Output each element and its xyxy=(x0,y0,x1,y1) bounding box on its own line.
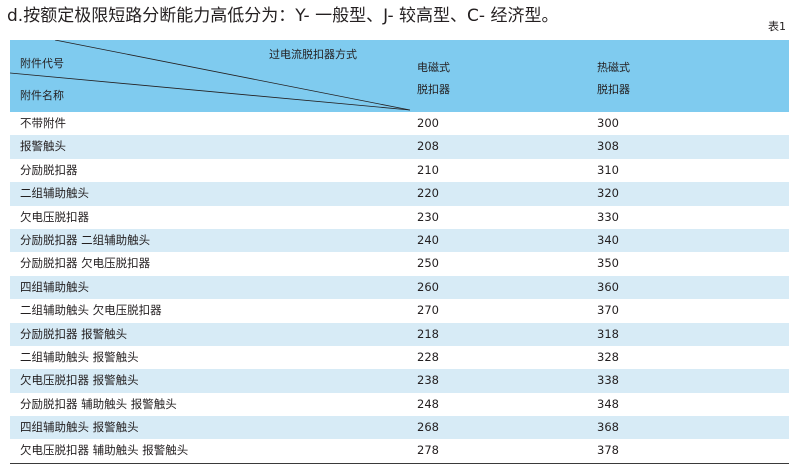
table-row: 欠电压脱扣器 230 330 xyxy=(10,205,789,229)
table-row: 不带附件 200 300 xyxy=(10,112,789,136)
table-body: 不带附件 200 300 报警触头 208 308 分励脱扣器 210 310 二组辅助触头… xyxy=(10,112,789,463)
diagonal-line-upper xyxy=(54,40,411,111)
accessory-code-table: 过电流脱扣器方式 附件代号 附件名称 电磁式 脱扣器 热磁式 脱扣器 不带附件 2… xyxy=(10,40,789,464)
accessory-name: 欠电压脱扣器 xyxy=(20,209,89,224)
electromagnetic-code: 210 xyxy=(417,162,439,177)
thermomagnetic-code: 378 xyxy=(597,443,619,458)
table-row: 四组辅助触头 260 360 xyxy=(10,275,789,300)
accessory-name: 分励脱扣器 二组辅助触头 xyxy=(20,232,151,247)
electromagnetic-code: 250 xyxy=(417,256,439,271)
electromagnetic-code: 218 xyxy=(417,326,439,341)
header-thermomagnetic-column: 热磁式 脱扣器 xyxy=(597,57,630,101)
accessory-name: 分励脱扣器 报警触头 xyxy=(20,326,128,341)
accessory-name: 不带附件 xyxy=(20,116,66,130)
thermomagnetic-code: 368 xyxy=(597,420,619,435)
thermomagnetic-code: 370 xyxy=(597,303,619,318)
table-row: 欠电压脱扣器 辅助触头 报警触头 278 378 xyxy=(10,439,789,463)
electromagnetic-code: 200 xyxy=(417,116,439,130)
accessory-name: 二组辅助触头 报警触头 xyxy=(20,349,139,364)
electromagnetic-code: 220 xyxy=(417,186,439,201)
accessory-name: 欠电压脱扣器 报警触头 xyxy=(20,373,139,388)
header-col1-line2: 脱扣器 xyxy=(417,83,450,96)
thermomagnetic-code: 340 xyxy=(597,232,619,247)
accessory-name: 欠电压脱扣器 辅助触头 报警触头 xyxy=(20,443,189,458)
electromagnetic-code: 248 xyxy=(417,396,439,411)
header-name-label: 附件名称 xyxy=(20,89,64,102)
table-row: 分励脱扣器 210 310 xyxy=(10,158,789,183)
table-row: 二组辅助触头 220 320 xyxy=(10,182,789,206)
electromagnetic-code: 278 xyxy=(417,443,439,458)
thermomagnetic-code: 328 xyxy=(597,349,619,364)
accessory-name: 分励脱扣器 欠电压脱扣器 xyxy=(20,256,151,271)
header-trip-type-label: 过电流脱扣器方式 xyxy=(269,48,357,61)
header-diagonal-lines xyxy=(10,40,411,111)
header-col1-line1: 电磁式 xyxy=(417,61,450,74)
electromagnetic-code: 228 xyxy=(417,349,439,364)
table-header: 过电流脱扣器方式 附件代号 附件名称 电磁式 脱扣器 热磁式 脱扣器 xyxy=(10,40,789,112)
thermomagnetic-code: 350 xyxy=(597,256,619,271)
header-code-label: 附件代号 xyxy=(20,57,64,70)
thermomagnetic-code: 338 xyxy=(597,373,619,388)
table-row: 分励脱扣器 欠电压脱扣器 250 350 xyxy=(10,252,789,276)
accessory-name: 二组辅助触头 xyxy=(20,186,89,201)
electromagnetic-code: 238 xyxy=(417,373,439,388)
header-col2-line1: 热磁式 xyxy=(597,61,630,74)
diagonal-line-lower xyxy=(10,72,411,111)
header-col2-line2: 脱扣器 xyxy=(597,83,630,96)
table-number: 表1 xyxy=(768,20,786,33)
accessory-name: 分励脱扣器 xyxy=(20,162,78,177)
electromagnetic-code: 240 xyxy=(417,232,439,247)
thermomagnetic-code: 330 xyxy=(597,209,619,224)
accessory-name: 报警触头 xyxy=(20,139,66,154)
table-bottom-rule xyxy=(10,462,789,464)
accessory-name: 四组辅助触头 报警触头 xyxy=(20,420,139,435)
thermomagnetic-code: 310 xyxy=(597,162,619,177)
table-row: 报警触头 208 308 xyxy=(10,135,789,159)
table-row: 分励脱扣器 辅助触头 报警触头 248 348 xyxy=(10,392,789,417)
thermomagnetic-code: 308 xyxy=(597,139,619,154)
thermomagnetic-code: 318 xyxy=(597,326,619,341)
table-row: 二组辅助触头 报警触头 228 328 xyxy=(10,345,789,370)
thermomagnetic-code: 320 xyxy=(597,186,619,201)
accessory-name: 四组辅助触头 xyxy=(20,279,89,294)
header-electromagnetic-column: 电磁式 脱扣器 xyxy=(417,57,450,101)
electromagnetic-code: 208 xyxy=(417,139,439,154)
electromagnetic-code: 230 xyxy=(417,209,439,224)
accessory-name: 二组辅助触头 欠电压脱扣器 xyxy=(20,303,162,318)
thermomagnetic-code: 300 xyxy=(597,116,619,130)
electromagnetic-code: 268 xyxy=(417,420,439,435)
page-heading: d.按额定极限短路分断能力高低分为：Y- 一般型、J- 较高型、C- 经济型。 xyxy=(7,6,559,26)
accessory-name: 分励脱扣器 辅助触头 报警触头 xyxy=(20,396,177,411)
thermomagnetic-code: 360 xyxy=(597,279,619,294)
table-row: 欠电压脱扣器 报警触头 238 338 xyxy=(10,369,789,393)
table-row: 四组辅助触头 报警触头 268 368 xyxy=(10,416,789,440)
thermomagnetic-code: 348 xyxy=(597,396,619,411)
table-row: 分励脱扣器 报警触头 218 318 xyxy=(10,322,789,346)
table-row: 二组辅助触头 欠电压脱扣器 270 370 xyxy=(10,299,789,323)
electromagnetic-code: 270 xyxy=(417,303,439,318)
electromagnetic-code: 260 xyxy=(417,279,439,294)
table-row: 分励脱扣器 二组辅助触头 240 340 xyxy=(10,228,789,253)
